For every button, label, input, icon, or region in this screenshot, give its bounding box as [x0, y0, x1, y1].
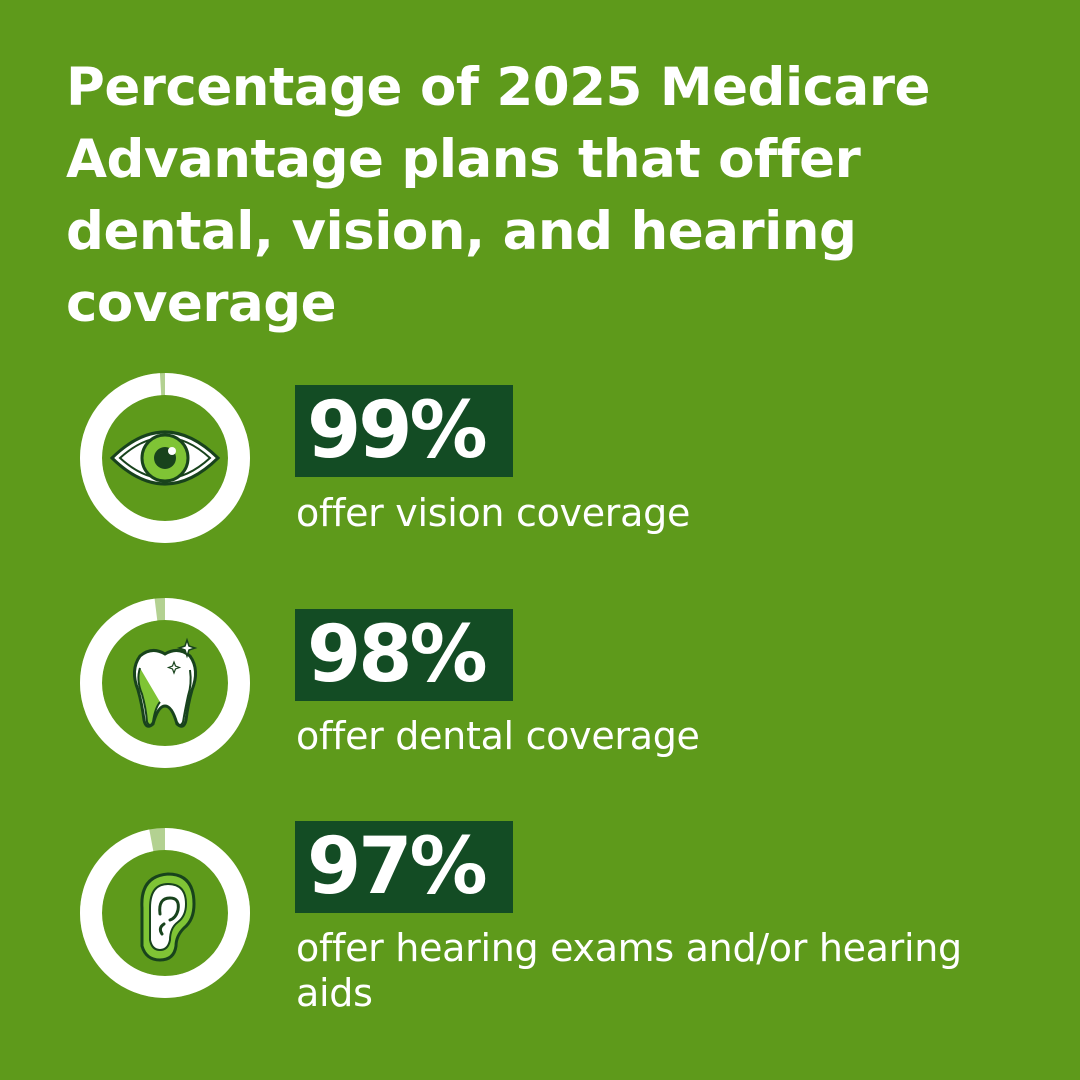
vision-label: offer vision coverage	[296, 491, 691, 535]
vision-value-text: 99%	[307, 386, 488, 476]
vision-donut-arc	[80, 373, 250, 543]
hearing-donut-arc	[80, 828, 250, 998]
vision-donut	[80, 373, 250, 543]
chart-title: Percentage of 2025 Medicare Advantage pl…	[66, 57, 930, 334]
hearing-value-text: 97%	[307, 822, 488, 912]
dental-value: 98%	[295, 609, 513, 701]
tooth-icon	[133, 637, 198, 728]
vision-value: 99%	[295, 385, 513, 477]
dental-donut	[80, 598, 250, 768]
hearing-value: 97%	[295, 821, 513, 913]
ear-icon	[140, 872, 196, 962]
dental-donut-arc	[80, 598, 250, 768]
hearing-donut	[80, 828, 250, 998]
dental-label: offer dental coverage	[296, 714, 700, 758]
hearing-label: offer hearing exams and/or hearing aids	[296, 926, 962, 1015]
dental-value-text: 98%	[307, 610, 488, 700]
eye-icon	[109, 430, 221, 486]
